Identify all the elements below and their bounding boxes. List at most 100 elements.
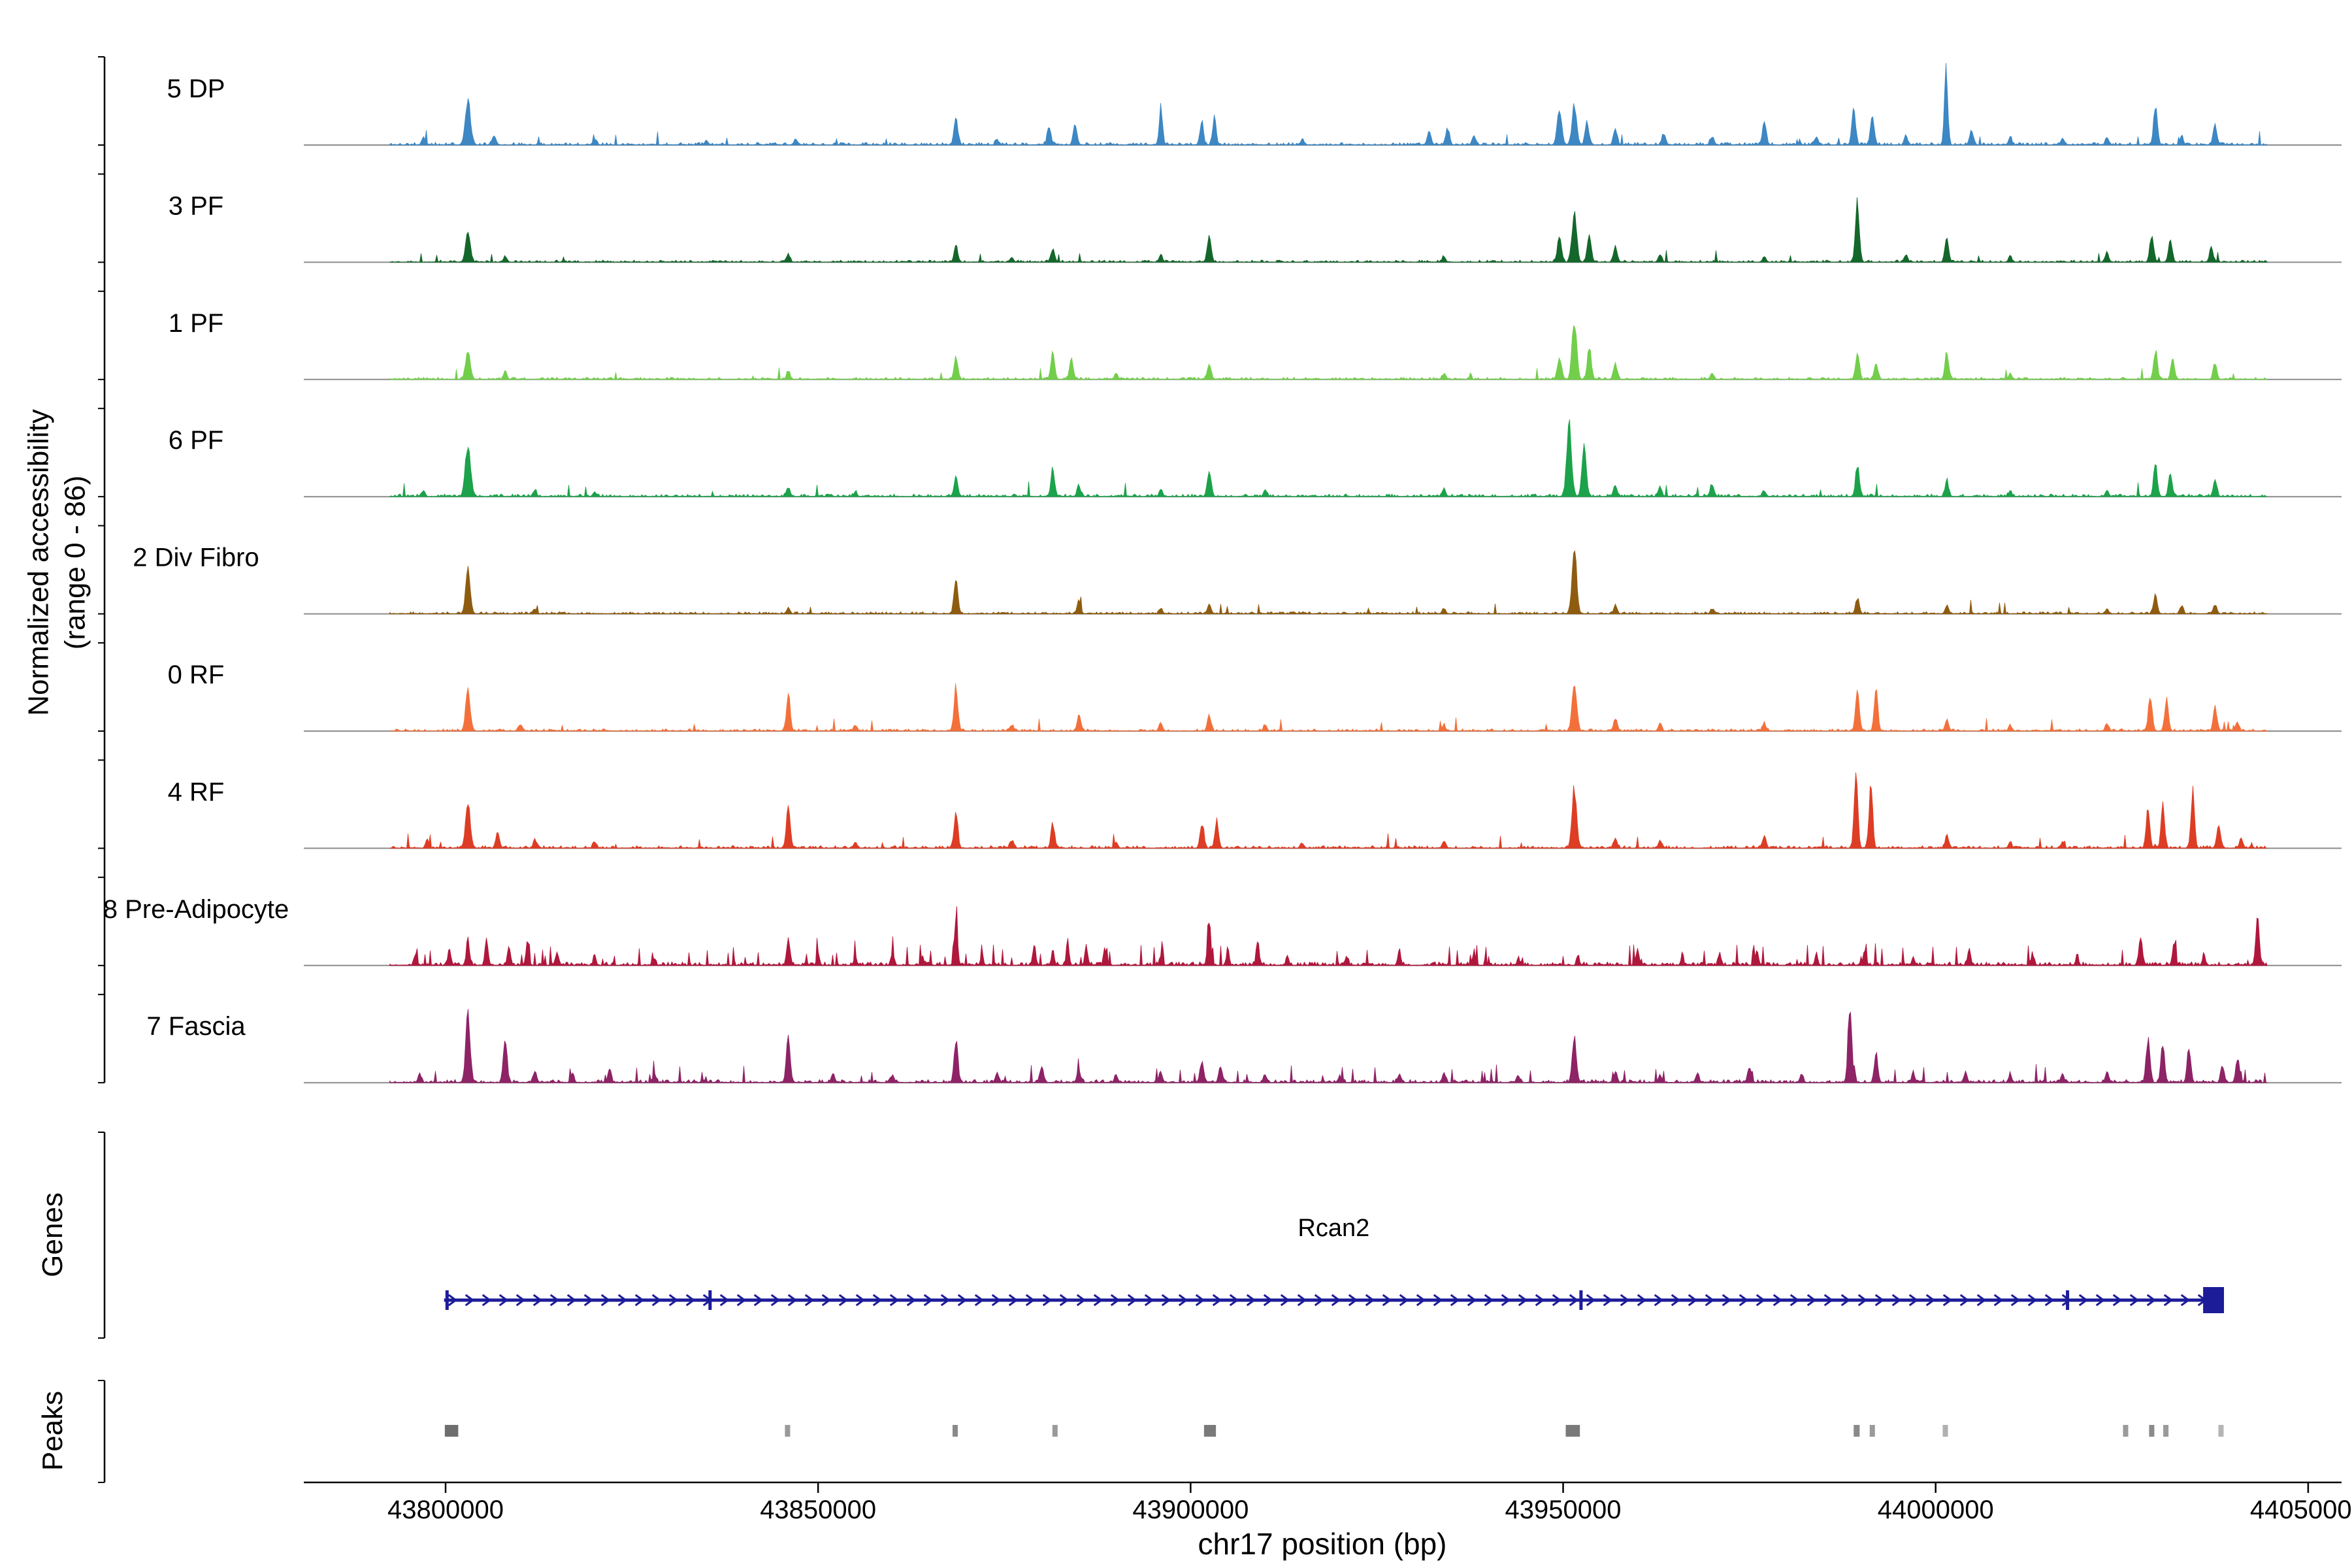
signal-area <box>389 549 2268 615</box>
gene-strand-arrow-icon <box>1127 1294 1137 1307</box>
gene-strand-arrow-icon <box>1059 1294 1070 1307</box>
peak-call-mark <box>953 1425 958 1437</box>
gene-strand-arrow-icon <box>1739 1294 1749 1307</box>
signal-area <box>389 325 2268 380</box>
gene-strand-arrow-icon <box>1467 1294 1477 1307</box>
gene-strand-arrow-icon <box>1637 1294 1647 1307</box>
peak-call-mark <box>444 1425 459 1437</box>
gene-strand-arrow-icon <box>1552 1294 1562 1307</box>
gene-strand-arrow-icon <box>583 1294 594 1307</box>
peak-call-mark <box>1869 1425 1875 1437</box>
gene-strand-arrow-icon <box>1840 1294 1851 1307</box>
gene-strand-arrow-icon <box>1382 1294 1392 1307</box>
peak-call-mark <box>1203 1425 1217 1437</box>
gene-strand-arrow-icon <box>566 1294 577 1307</box>
gene-strand-arrow-icon <box>1535 1294 1545 1307</box>
gene-strand-arrow-icon <box>1076 1294 1086 1307</box>
y-axis-label: Normalized accessibility (range 0 - 86) <box>21 409 95 715</box>
gene-strand-arrow-icon <box>1603 1294 1613 1307</box>
gene-strand-arrow-icon <box>838 1294 849 1307</box>
gene-strand-arrow-icon <box>1484 1294 1494 1307</box>
signal-area <box>389 1009 2268 1084</box>
peak-call-mark <box>2123 1425 2129 1437</box>
gene-strand-arrow-icon <box>685 1294 696 1307</box>
gene-strand-arrow-icon <box>465 1294 475 1307</box>
track-label: 1 PF <box>169 309 223 338</box>
gene-strand-arrow-icon <box>2044 1294 2055 1307</box>
track-label: 0 RF <box>168 661 225 689</box>
gene-strand-arrow-icon <box>1654 1294 1664 1307</box>
gene-strand-arrow-icon <box>1688 1294 1698 1307</box>
gene-strand-arrow-icon <box>2027 1294 2038 1307</box>
gene-strand-arrow-icon <box>1229 1294 1239 1307</box>
gene-strand-arrow-icon <box>2129 1294 2140 1307</box>
gene-strand-arrow-icon <box>1161 1294 1171 1307</box>
x-tick-label: 44050000 <box>2250 1495 2352 1524</box>
gene-strand-arrow-icon <box>1195 1294 1205 1307</box>
track-label: 6 PF <box>169 426 223 455</box>
x-tick-label: 43900000 <box>1132 1495 1249 1524</box>
gene-strand-arrow-icon <box>991 1294 1002 1307</box>
gene-strand-arrow-icon <box>617 1294 628 1307</box>
gene-strand-arrow-icon <box>1450 1294 1460 1307</box>
track-label: 3 PF <box>169 191 223 220</box>
gene-strand-arrow-icon <box>974 1294 985 1307</box>
gene-strand-arrow-icon <box>532 1294 543 1307</box>
gene-strand-arrow-icon <box>923 1294 934 1307</box>
x-tick-label: 43850000 <box>760 1495 876 1524</box>
gene-strand-arrow-icon <box>855 1294 866 1307</box>
gene-strand-arrow-icon <box>1025 1294 1036 1307</box>
gene-strand-arrow-icon <box>1416 1294 1426 1307</box>
gene-strand-arrow-icon <box>482 1294 492 1307</box>
gene-strand-arrow-icon <box>1857 1294 1868 1307</box>
gene-strand-arrow-icon <box>2180 1294 2191 1307</box>
peaks-section-label: Peaks <box>37 1390 69 1471</box>
gene-strand-arrow-icon <box>1993 1294 2004 1307</box>
gene-strand-arrow-icon <box>1365 1294 1375 1307</box>
gene-strand-arrow-icon <box>2078 1294 2089 1307</box>
gene-strand-arrow-icon <box>2146 1294 2157 1307</box>
gene-strand-arrow-icon <box>1501 1294 1511 1307</box>
gene-strand-arrow-icon <box>1705 1294 1715 1307</box>
gene-strand-arrow-icon <box>549 1294 560 1307</box>
gene-strand-arrow-icon <box>1925 1294 1936 1307</box>
gene-terminal-exon <box>2203 1287 2225 1313</box>
gene-strand-arrow-icon <box>2095 1294 2106 1307</box>
gene-exon-tick <box>445 1290 449 1310</box>
x-tick-label: 44000000 <box>1878 1495 1994 1524</box>
track-label: 4 RF <box>168 777 225 806</box>
gene-strand-arrow-icon <box>940 1294 951 1307</box>
signal-area <box>389 197 2268 263</box>
track-label: 7 Fascia <box>146 1012 246 1041</box>
signal-area <box>389 419 2268 497</box>
gene-strand-arrow-icon <box>1671 1294 1681 1307</box>
gene-strand-arrow-icon <box>1756 1294 1766 1307</box>
gene-strand-arrow-icon <box>1263 1294 1273 1307</box>
gene-strand-arrow-icon <box>872 1294 883 1307</box>
gene-strand-arrow-icon <box>634 1294 645 1307</box>
signal-area <box>389 772 2268 849</box>
gene-strand-arrow-icon <box>1722 1294 1732 1307</box>
gene-strand-arrow-icon <box>1144 1294 1154 1307</box>
gene-exon-tick <box>1579 1290 1583 1310</box>
peak-call-mark <box>1052 1425 1058 1437</box>
track-label: 8 Pre-Adipocyte <box>103 895 289 924</box>
gene-strand-arrow-icon <box>600 1294 611 1307</box>
gene-strand-arrow-icon <box>821 1294 832 1307</box>
gene-strand-arrow-icon <box>1008 1294 1019 1307</box>
gene-strand-arrow-icon <box>1518 1294 1528 1307</box>
genes-section-label: Genes <box>37 1192 69 1277</box>
gene-strand-arrow-icon <box>1823 1294 1834 1307</box>
gene-strand-arrow-icon <box>1874 1294 1885 1307</box>
x-axis-title: chr17 position (bp) <box>1198 1527 1447 1561</box>
peak-call-mark <box>1565 1425 1580 1437</box>
x-tick-label: 43950000 <box>1505 1495 1622 1524</box>
gene-strand-arrow-icon <box>1348 1294 1358 1307</box>
gene-strand-arrow-icon <box>498 1294 509 1307</box>
peak-call-mark <box>1942 1425 1948 1437</box>
gene-strand-arrow-icon <box>2010 1294 2021 1307</box>
y-axis-label-line2: (range 0 - 86) <box>59 475 91 650</box>
gene-strand-arrow-icon <box>736 1294 747 1307</box>
